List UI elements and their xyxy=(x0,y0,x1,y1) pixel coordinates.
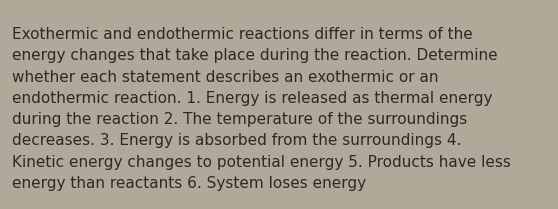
Text: Exothermic and endothermic reactions differ in terms of the
energy changes that : Exothermic and endothermic reactions dif… xyxy=(12,27,511,191)
